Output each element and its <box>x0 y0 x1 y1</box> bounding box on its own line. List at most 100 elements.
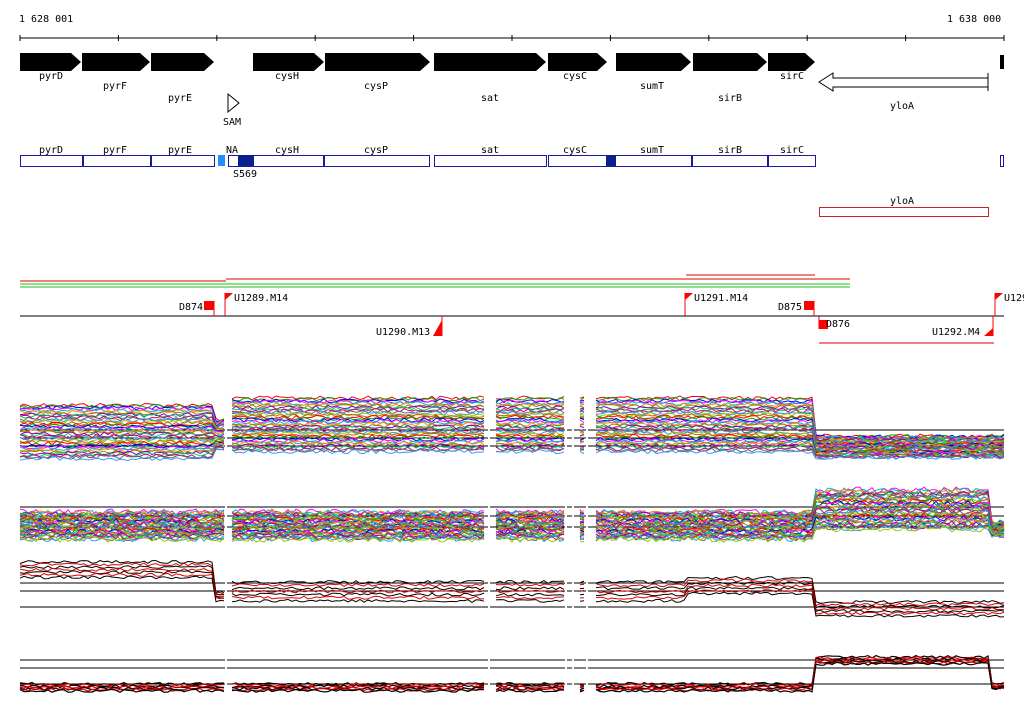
gene-label-cysc: cysC <box>563 71 587 82</box>
panel2-traces <box>19 486 1005 544</box>
gene-label-yloa: yloA <box>890 101 914 112</box>
feature-flag-d875[interactable] <box>804 301 814 310</box>
feature-track: D874 U1289.M14 U1290.M13 U1291.M14 D875 … <box>20 293 1024 344</box>
expression-trace <box>19 513 1005 535</box>
feature-flag-u1289[interactable] <box>225 293 233 300</box>
expression-trace <box>19 411 1005 446</box>
gene-label-pyrd: pyrD <box>39 71 63 82</box>
gene-track: pyrD pyrF pyrE cysH cysP sat cysC sumT s… <box>20 53 1004 128</box>
annotation-box-cysp[interactable] <box>324 155 430 167</box>
gene-arrow-cysh[interactable] <box>253 53 324 71</box>
annotation-box-pyrf[interactable] <box>83 155 151 167</box>
data-gap-marker <box>225 500 227 545</box>
feature-label-u1290: U1290.M13 <box>376 327 430 338</box>
annotation-box-pyre[interactable] <box>151 155 215 167</box>
gene-arrow-cysc[interactable] <box>548 53 607 71</box>
data-gap-marker <box>565 555 567 612</box>
expression-trace <box>19 504 1005 532</box>
annotation-box-sirc[interactable] <box>768 155 816 167</box>
annotation-box-pyrd[interactable] <box>20 155 83 167</box>
gene-arrow-sumt[interactable] <box>616 53 691 71</box>
expression-panel-2 <box>19 486 1005 544</box>
expression-trace <box>19 661 1005 693</box>
expression-trace <box>20 440 1005 457</box>
annotation-box-yloa[interactable] <box>819 207 989 217</box>
gene-label-sat: sat <box>481 93 499 104</box>
panel4-traces <box>19 654 1005 693</box>
gene-label-sumt: sumT <box>640 81 664 92</box>
expression-trace <box>19 575 1005 618</box>
expression-trace <box>19 403 1005 442</box>
data-gap-marker <box>225 555 227 612</box>
annotation-label-cysc: cysC <box>563 145 587 156</box>
feature-flag-u1290[interactable] <box>433 320 442 336</box>
annotation-box-cysc-sumt[interactable] <box>548 155 692 167</box>
annotation-label-yloa: yloA <box>890 196 914 207</box>
gene-arrow-edge[interactable] <box>1000 55 1004 69</box>
expression-trace <box>19 512 1005 535</box>
expression-trace <box>19 448 1005 462</box>
annotation-marker-label: S569 <box>233 169 257 180</box>
annotation-box-cysh[interactable] <box>228 155 324 167</box>
sam-label: SAM <box>223 117 241 128</box>
expression-trace <box>19 439 1005 457</box>
gene-arrow-sirc[interactable] <box>768 53 815 71</box>
feature-flag-u1291[interactable] <box>685 293 693 300</box>
annotation-label-sirc: sirC <box>780 145 804 156</box>
gene-label-pyrf: pyrF <box>103 81 127 92</box>
feature-label-u1291: U1291.M14 <box>694 293 748 304</box>
annotation-label-cysh: cysH <box>275 145 299 156</box>
data-gap-marker <box>586 650 588 700</box>
gene-label-sirc: sirC <box>780 71 804 82</box>
gene-label-cysh: cysH <box>275 71 299 82</box>
annotation-box-sirb[interactable] <box>692 155 768 167</box>
expression-trace <box>19 435 1005 455</box>
gene-arrow-sirb[interactable] <box>693 53 767 71</box>
expression-trace <box>19 572 1005 616</box>
gene-arrow-pyrf[interactable] <box>82 53 150 71</box>
data-gap-marker <box>586 395 588 462</box>
data-gap-marker <box>586 500 588 545</box>
feature-flag-u1292[interactable] <box>984 328 993 336</box>
start-coordinate-label: 1 628 001 <box>19 14 73 25</box>
feature-label-u129: U129 <box>1004 293 1024 304</box>
expression-trace <box>19 398 1005 440</box>
feature-label-d875: D875 <box>778 302 802 313</box>
annotation-box-sat[interactable] <box>434 155 547 167</box>
expression-trace <box>19 486 1005 525</box>
annotation-s569-marker[interactable] <box>238 155 254 166</box>
panel3-traces <box>19 560 1005 618</box>
annotation-label-sat: sat <box>481 145 499 156</box>
gene-arrow-sat[interactable] <box>434 53 546 71</box>
feature-flag-u129[interactable] <box>995 293 1003 300</box>
feature-label-d876: D876 <box>826 319 850 330</box>
expression-trace <box>19 524 1005 543</box>
feature-flag-d874[interactable] <box>204 301 214 310</box>
gene-arrow-cysp[interactable] <box>325 53 430 71</box>
gene-label-cysp: cysP <box>364 81 388 92</box>
gene-arrow-pyrd[interactable] <box>20 53 81 71</box>
annotation-label-cysp: cysP <box>364 145 388 156</box>
expression-trace <box>19 562 1005 607</box>
annotation-label-pyrd: pyrD <box>39 145 63 156</box>
coordinate-ruler: 1 628 001 1 638 000 <box>19 14 1005 41</box>
gene-arrow-yloa[interactable] <box>818 72 989 92</box>
gene-arrow-pyre[interactable] <box>151 53 214 71</box>
annotation-box-edge[interactable] <box>1000 155 1004 167</box>
data-gap-markers <box>225 395 588 700</box>
expression-trace <box>19 498 1005 529</box>
sam-riboswitch-icon[interactable] <box>227 92 240 114</box>
expression-trace <box>19 427 1005 452</box>
expression-trace <box>19 395 1005 439</box>
annotation-label-sumt: sumT <box>640 145 664 156</box>
annotation-na-marker[interactable] <box>218 155 225 166</box>
data-gap-marker <box>565 500 567 545</box>
expression-trace <box>19 428 1005 452</box>
panel1-traces <box>19 395 1005 462</box>
feature-flag-d876[interactable] <box>819 320 828 329</box>
expression-panel-1 <box>19 395 1005 462</box>
annotation-cysc-marker[interactable] <box>606 155 616 166</box>
data-gap-marker <box>572 500 574 545</box>
data-gap-marker <box>572 650 574 700</box>
expression-panel-3 <box>19 560 1005 618</box>
